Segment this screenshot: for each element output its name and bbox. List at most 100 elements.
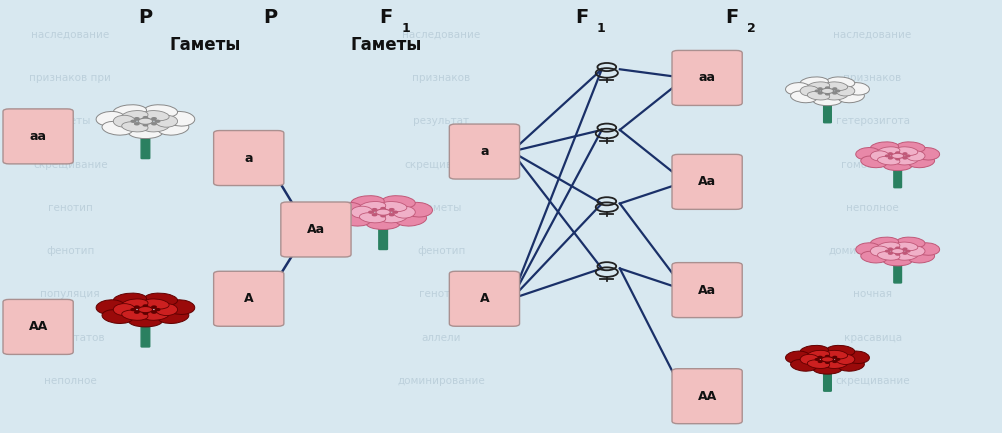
- Ellipse shape: [144, 293, 177, 306]
- Circle shape: [895, 158, 899, 160]
- Text: гаметы: гаметы: [421, 203, 461, 213]
- Circle shape: [376, 209, 390, 215]
- Ellipse shape: [895, 252, 917, 260]
- Circle shape: [155, 120, 159, 122]
- Ellipse shape: [826, 77, 854, 88]
- Ellipse shape: [121, 110, 148, 121]
- Ellipse shape: [121, 310, 148, 320]
- Ellipse shape: [877, 147, 899, 155]
- FancyBboxPatch shape: [823, 370, 831, 391]
- Ellipse shape: [800, 77, 828, 88]
- Ellipse shape: [908, 251, 934, 263]
- Text: красавица: красавица: [843, 333, 901, 343]
- Text: aa: aa: [30, 130, 46, 143]
- Circle shape: [131, 120, 135, 122]
- Text: аллели: аллели: [421, 333, 461, 343]
- Circle shape: [902, 153, 906, 155]
- Circle shape: [891, 153, 903, 158]
- Circle shape: [885, 250, 889, 252]
- Ellipse shape: [334, 202, 363, 217]
- Ellipse shape: [102, 310, 133, 323]
- Ellipse shape: [870, 237, 898, 248]
- Circle shape: [372, 214, 377, 216]
- Ellipse shape: [883, 255, 911, 266]
- Text: Aa: Aa: [697, 175, 715, 188]
- Circle shape: [151, 311, 156, 313]
- Ellipse shape: [165, 111, 194, 126]
- Polygon shape: [370, 213, 377, 219]
- Polygon shape: [824, 92, 830, 97]
- Ellipse shape: [351, 196, 384, 209]
- Ellipse shape: [380, 213, 407, 223]
- Text: aa: aa: [698, 71, 714, 84]
- Text: генотип: генотип: [48, 203, 92, 213]
- Polygon shape: [151, 311, 158, 317]
- Ellipse shape: [870, 151, 888, 161]
- Circle shape: [134, 306, 139, 308]
- Ellipse shape: [142, 110, 169, 121]
- FancyBboxPatch shape: [893, 262, 901, 283]
- Text: Гаметы: Гаметы: [350, 36, 422, 55]
- Ellipse shape: [340, 212, 371, 226]
- Ellipse shape: [128, 314, 162, 327]
- Circle shape: [821, 357, 833, 362]
- Ellipse shape: [785, 351, 810, 364]
- Text: генотип: генотип: [419, 289, 463, 300]
- FancyBboxPatch shape: [141, 134, 149, 158]
- Circle shape: [888, 248, 892, 250]
- Text: A: A: [479, 292, 489, 305]
- Circle shape: [888, 153, 892, 155]
- Polygon shape: [389, 213, 396, 219]
- Ellipse shape: [121, 122, 148, 132]
- Polygon shape: [902, 252, 908, 257]
- Ellipse shape: [813, 364, 841, 374]
- Ellipse shape: [836, 86, 854, 96]
- Text: наследование: наследование: [31, 29, 109, 40]
- Polygon shape: [884, 255, 910, 262]
- Circle shape: [389, 209, 394, 210]
- FancyBboxPatch shape: [671, 51, 741, 106]
- Ellipse shape: [102, 121, 133, 135]
- Polygon shape: [814, 94, 840, 102]
- Ellipse shape: [826, 346, 854, 356]
- Ellipse shape: [790, 359, 816, 371]
- Ellipse shape: [813, 95, 841, 106]
- Ellipse shape: [883, 160, 911, 171]
- Ellipse shape: [838, 359, 864, 371]
- Ellipse shape: [121, 299, 148, 309]
- Text: a: a: [244, 152, 253, 165]
- Ellipse shape: [359, 201, 386, 212]
- Circle shape: [885, 155, 889, 157]
- FancyBboxPatch shape: [281, 202, 351, 257]
- FancyBboxPatch shape: [3, 109, 73, 164]
- Polygon shape: [832, 361, 838, 365]
- Ellipse shape: [366, 217, 400, 229]
- Ellipse shape: [157, 121, 188, 135]
- Ellipse shape: [870, 142, 898, 153]
- Ellipse shape: [807, 82, 829, 90]
- Circle shape: [393, 211, 397, 213]
- Ellipse shape: [113, 115, 135, 127]
- Circle shape: [825, 362, 829, 363]
- FancyBboxPatch shape: [379, 225, 387, 249]
- Ellipse shape: [800, 346, 828, 356]
- Text: неполное: неполное: [846, 203, 898, 213]
- Circle shape: [832, 361, 836, 362]
- Polygon shape: [130, 313, 160, 323]
- Ellipse shape: [96, 111, 125, 126]
- Text: AA: AA: [28, 320, 48, 333]
- Ellipse shape: [825, 82, 847, 90]
- Circle shape: [381, 215, 385, 217]
- Polygon shape: [132, 311, 139, 317]
- Ellipse shape: [807, 91, 829, 100]
- Circle shape: [143, 305, 147, 307]
- Ellipse shape: [113, 293, 146, 306]
- Ellipse shape: [906, 246, 924, 256]
- Circle shape: [389, 214, 394, 216]
- Polygon shape: [832, 92, 838, 97]
- Text: признаков: признаков: [843, 73, 901, 83]
- Ellipse shape: [113, 105, 146, 118]
- Circle shape: [902, 248, 906, 250]
- Polygon shape: [894, 252, 900, 257]
- Circle shape: [815, 90, 819, 92]
